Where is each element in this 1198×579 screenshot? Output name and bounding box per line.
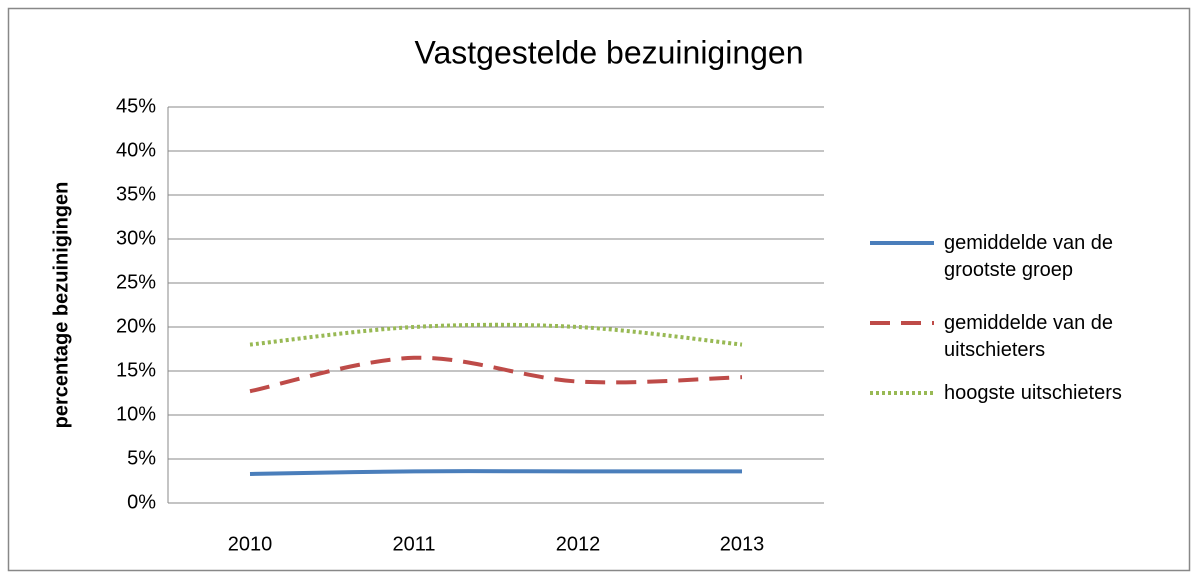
chart-title: Vastgestelde bezuinigingen [414, 34, 803, 70]
legend-label: hoogste uitschieters [944, 382, 1122, 404]
legend-swatch [870, 241, 934, 245]
y-tick-label: 45% [116, 95, 156, 117]
y-tick-label: 25% [116, 271, 156, 293]
y-tick-label: 15% [116, 359, 156, 381]
x-tick-label: 2010 [228, 533, 273, 555]
y-tick-label: 35% [116, 183, 156, 205]
series-line [249, 322, 743, 347]
y-tick-label: 10% [116, 403, 156, 425]
y-tick-label: 20% [116, 315, 156, 337]
legend-item: hoogste uitschieters [868, 380, 1188, 407]
series-line [249, 355, 743, 394]
series-line [249, 469, 742, 476]
x-tick-label: 2011 [392, 533, 435, 555]
y-tick-label: 5% [127, 447, 156, 469]
legend-label: gemiddelde van de grootste groep [944, 232, 1114, 281]
x-tick-label: 2012 [556, 533, 601, 555]
legend-item: gemiddelde van de uitschieters [868, 310, 1188, 364]
legend-item: gemiddelde van de grootste groep [868, 230, 1188, 284]
x-tick-label: 2013 [720, 533, 765, 555]
y-axis-label: percentage bezuinigingen [50, 182, 72, 429]
legend-swatch [870, 321, 934, 325]
chart-frame [7, 7, 1191, 572]
y-tick-label: 30% [116, 227, 156, 249]
y-tick-label: 0% [127, 491, 156, 513]
legend-swatch [870, 391, 934, 395]
legend-label: gemiddelde van de uitschieters [944, 312, 1114, 361]
y-tick-label: 40% [116, 139, 156, 161]
